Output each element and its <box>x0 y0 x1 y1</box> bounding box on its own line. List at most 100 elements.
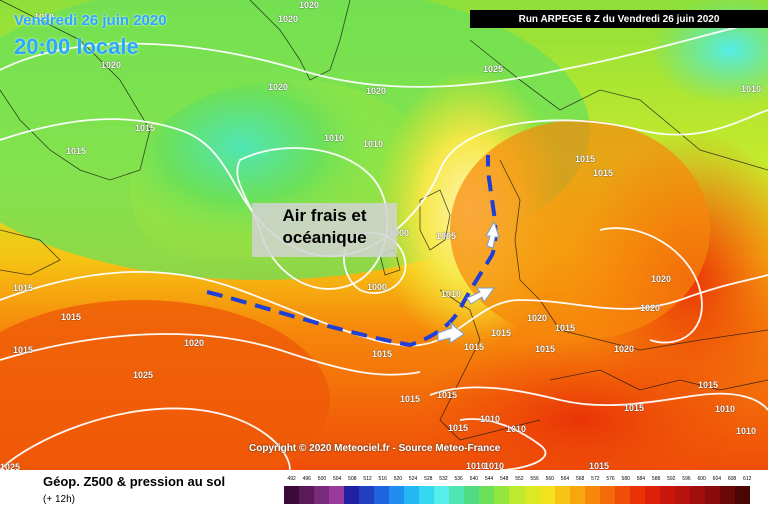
legend-scale-value: 564 <box>560 476 570 482</box>
isobar-label: 1015 <box>13 345 34 355</box>
legend-color-swatch <box>479 486 495 504</box>
legend-color-swatch <box>449 486 465 504</box>
legend-scale-value: 604 <box>712 476 722 482</box>
legend-scale-labels: 492 496 500 504 508 512 516 520 524 528 532 536 540 5… <box>284 476 755 483</box>
legend-scale-value: 608 <box>727 476 737 482</box>
isobar-label: 1015 <box>437 390 458 400</box>
legend-scale-value: 588 <box>651 476 661 482</box>
legend-scale-value: 496 <box>302 476 311 482</box>
annotation-box: Air frais et océanique <box>252 203 397 257</box>
flow-arrows <box>437 220 500 344</box>
legend-color-swatch <box>629 486 645 504</box>
legend-scale-value: 504 <box>332 476 342 482</box>
isobar-label: 1020 <box>651 274 672 284</box>
legend-scale-value: 508 <box>348 476 357 482</box>
legend-color-swatch <box>614 486 630 504</box>
isobar-label: 1020 <box>184 338 205 348</box>
isobar-label: 1015 <box>535 344 556 354</box>
isobar-label: 1010 <box>363 139 384 149</box>
legend-color-swatch <box>314 486 330 504</box>
isobar-label: 1000 <box>367 282 388 292</box>
isobar-label: 1010 <box>324 133 345 143</box>
legend-scale-value: 596 <box>682 476 691 482</box>
legend-color-swatch <box>599 486 615 504</box>
legend-scale-value: 552 <box>515 476 524 482</box>
legend-color-swatch <box>524 486 540 504</box>
legend-scale-value: 592 <box>667 476 676 482</box>
legend-color-swatch <box>644 486 660 504</box>
legend-color-swatch <box>674 486 690 504</box>
legend-color-swatch <box>389 486 405 504</box>
isobar-label: 1015 <box>464 342 485 352</box>
isobar-label: 1020 <box>278 14 299 24</box>
isobar-label: 1010 <box>741 84 762 94</box>
isobar-label: 1010 <box>466 461 487 471</box>
legend-color-swatch <box>734 486 750 504</box>
legend-scale-value: 540 <box>469 476 479 482</box>
isobar-label: 1015 <box>61 312 82 322</box>
legend-scale-value: 600 <box>697 476 706 482</box>
legend-color-swatch <box>719 486 735 504</box>
model-run-info: Run ARPEGE 6 Z du Vendredi 26 juin 2020 <box>470 10 768 28</box>
isobar-label: 1015 <box>372 349 393 359</box>
legend-color-swatch <box>569 486 585 504</box>
isobar-label: 1015 <box>593 168 614 178</box>
isobar-label: 1015 <box>698 380 719 390</box>
isobar-label: 1020 <box>366 86 387 96</box>
isobar-label: 1015 <box>135 123 156 133</box>
copyright-text: Copyright © 2020 Meteociel.fr - Source M… <box>249 443 501 454</box>
isobar-label: 1015 <box>589 461 610 471</box>
legend-color-swatch <box>404 486 420 504</box>
legend-color-swatch <box>539 486 555 504</box>
legend-scale-value: 580 <box>621 476 630 482</box>
legend-panel: Géop. Z500 & pression au sol (+ 12h) 492… <box>0 470 768 512</box>
isobar-label: 1020 <box>34 12 55 22</box>
legend-color-swatch <box>554 486 570 504</box>
isobar-label: 1015 <box>13 283 34 293</box>
isobar-label: 1010 <box>484 461 505 471</box>
forecast-date: Vendredi 26 juin 2020 <box>14 12 167 29</box>
legend-color-swatch <box>494 486 510 504</box>
legend-scale-value: 492 <box>287 476 296 482</box>
legend-color-swatch <box>584 486 600 504</box>
isobar-label: 1015 <box>66 146 87 156</box>
legend-color-bar <box>284 486 750 504</box>
legend-color-swatch <box>299 486 315 504</box>
legend-scale-value: 516 <box>378 476 387 482</box>
legend-color-swatch <box>509 486 525 504</box>
legend-color-swatch <box>659 486 675 504</box>
legend-color-swatch <box>284 486 300 504</box>
isobar-label: 1010 <box>736 426 757 436</box>
isobar-label: 1010 <box>441 289 462 299</box>
legend-scale-value: 500 <box>317 476 327 482</box>
legend-color-swatch <box>464 486 480 504</box>
isobar-label: 1000 <box>389 228 410 238</box>
legend-scale-value: 520 <box>393 476 403 482</box>
legend-scale-value: 528 <box>424 476 433 482</box>
legend-color-swatch <box>329 486 345 504</box>
isobar-label: 1010 <box>715 404 736 414</box>
hot-south <box>410 340 750 470</box>
weather-map <box>0 0 768 470</box>
legend-scale-value: 568 <box>575 476 585 482</box>
legend-scale-value: 556 <box>530 476 539 482</box>
legend-scale-value: 532 <box>439 476 448 482</box>
legend-scale-value: 560 <box>545 476 554 482</box>
annotation-line-2: océanique <box>282 228 367 247</box>
isobar-label: 1020 <box>527 313 548 323</box>
legend-color-swatch <box>434 486 450 504</box>
isobar-label: 1020 <box>268 82 289 92</box>
isobar-label: 1015 <box>491 328 512 338</box>
annotation-line-1: Air frais et <box>282 206 367 225</box>
isobar-label: 1025 <box>0 462 21 472</box>
legend-color-swatch <box>704 486 720 504</box>
isobar-label: 1020 <box>101 60 122 70</box>
legend-title: Géop. Z500 & pression au sol <box>43 474 226 489</box>
trough-axis-line <box>206 154 498 348</box>
legend-subtitle: (+ 12h) <box>43 494 75 505</box>
legend-scale-value: 572 <box>591 476 600 482</box>
isobar-label: 1015 <box>575 154 596 164</box>
isobar-label: 1005 <box>436 231 457 241</box>
legend-color-swatch <box>344 486 360 504</box>
isobar-label: 1020 <box>614 344 635 354</box>
